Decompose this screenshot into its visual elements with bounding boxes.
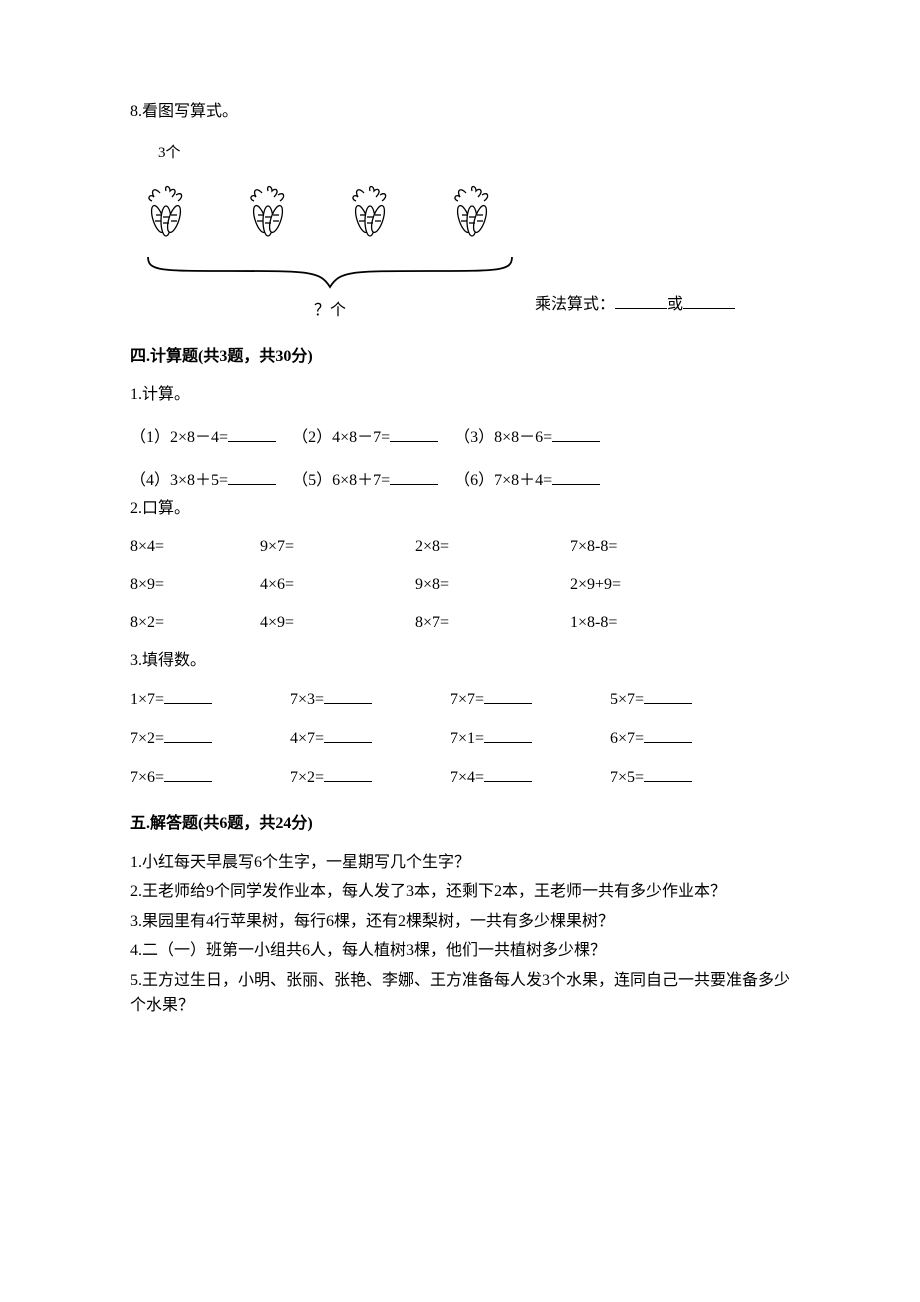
blank xyxy=(484,687,532,704)
fill-item: 7×2= xyxy=(130,730,164,747)
mental-item: 2×8= xyxy=(415,535,570,559)
fill-row: 1×7= 7×3= 7×7= 5×7= xyxy=(130,687,790,712)
mental-item: 2×9+9= xyxy=(570,573,720,597)
calc-row: （1）2×8－4= （2）4×8－7= （3）8×8－6= xyxy=(130,425,790,450)
fill-item: 7×2= xyxy=(290,769,324,786)
blank xyxy=(324,687,372,704)
fill-item: 5×7= xyxy=(610,691,644,708)
mental-row: 8×4= 9×7= 2×8= 7×8-8= xyxy=(130,535,790,559)
fill-row: 7×2= 4×7= 7×1= 6×7= xyxy=(130,726,790,751)
blank xyxy=(644,687,692,704)
calc-item: （2）4×8－7= xyxy=(292,429,390,446)
blank xyxy=(390,425,438,442)
mental-item: 8×9= xyxy=(130,573,260,597)
blank xyxy=(164,687,212,704)
blank xyxy=(683,292,735,309)
carrot-bunch-icon xyxy=(446,185,498,245)
mental-row: 8×9= 4×6= 9×8= 2×9+9= xyxy=(130,573,790,597)
blank xyxy=(615,292,667,309)
blank xyxy=(390,468,438,485)
mental-item: 1×8-8= xyxy=(570,611,720,635)
mental-item: 7×8-8= xyxy=(570,535,720,559)
mental-item: 8×4= xyxy=(130,535,260,559)
fill-item: 6×7= xyxy=(610,730,644,747)
brace-wrap: ？个 xyxy=(140,253,520,323)
blank xyxy=(164,726,212,743)
count-label: 3个 xyxy=(158,142,790,165)
calc-item: （4）3×8＋5= xyxy=(130,472,228,489)
fill-item: 7×3= xyxy=(290,691,324,708)
calc-row: （4）3×8＋5= （5）6×8＋7= （6）7×8＋4= xyxy=(130,468,790,493)
mental-item: 4×6= xyxy=(260,573,415,597)
blank xyxy=(644,765,692,782)
section4-heading: 四.计算题(共3题，共30分) xyxy=(130,345,790,369)
calc-item: （6）7×8＋4= xyxy=(454,472,552,489)
blank xyxy=(228,468,276,485)
brace-icon xyxy=(140,253,520,293)
section5-heading: 五.解答题(共6题，共24分) xyxy=(130,812,790,836)
expression-line: 乘法算式： 或 xyxy=(535,292,735,323)
carrot-row xyxy=(140,185,790,245)
s4q1-title: 1.计算。 xyxy=(130,383,790,407)
calc-item: （3）8×8－6= xyxy=(454,429,552,446)
mental-item: 4×9= xyxy=(260,611,415,635)
mental-row: 8×2= 4×9= 8×7= 1×8-8= xyxy=(130,611,790,635)
blank xyxy=(324,765,372,782)
calc-item: （5）6×8＋7= xyxy=(292,472,390,489)
blank xyxy=(324,726,372,743)
word-problem: 2.王老师给9个同学发作业本，每人发了3本，还剩下2本，王老师一共有多少作业本？ xyxy=(130,879,790,905)
fill-item: 4×7= xyxy=(290,730,324,747)
fill-item: 1×7= xyxy=(130,691,164,708)
blank xyxy=(164,765,212,782)
expr-label: 乘法算式： xyxy=(535,296,615,313)
q8-title: 8.看图写算式。 xyxy=(130,100,790,124)
question-label: ？个 xyxy=(140,299,520,323)
mental-item: 9×7= xyxy=(260,535,415,559)
fill-item: 7×6= xyxy=(130,769,164,786)
fill-item: 7×5= xyxy=(610,769,644,786)
blank xyxy=(484,765,532,782)
blank xyxy=(552,425,600,442)
fill-item: 7×4= xyxy=(450,769,484,786)
carrot-bunch-icon xyxy=(242,185,294,245)
fill-item: 7×7= xyxy=(450,691,484,708)
fill-row: 7×6= 7×2= 7×4= 7×5= xyxy=(130,765,790,790)
s4q3-title: 3.填得数。 xyxy=(130,649,790,673)
blank xyxy=(484,726,532,743)
carrot-bunch-icon xyxy=(140,185,192,245)
carrot-bunch-icon xyxy=(344,185,396,245)
or-label: 或 xyxy=(667,296,683,313)
word-problem: 5.王方过生日，小明、张丽、张艳、李娜、王方准备每人发3个水果，连同自己一共要准… xyxy=(130,968,790,1019)
blank xyxy=(644,726,692,743)
word-problem: 3.果园里有4行苹果树，每行6棵，还有2棵梨树，一共有多少棵果树？ xyxy=(130,909,790,935)
mental-item: 9×8= xyxy=(415,573,570,597)
q8-figure: 3个 xyxy=(130,142,790,323)
s4q2-title: 2.口算。 xyxy=(130,497,790,521)
fill-item: 7×1= xyxy=(450,730,484,747)
mental-item: 8×2= xyxy=(130,611,260,635)
blank xyxy=(228,425,276,442)
blank xyxy=(552,468,600,485)
mental-item: 8×7= xyxy=(415,611,570,635)
word-problem: 1.小红每天早晨写6个生字，一星期写几个生字？ xyxy=(130,850,790,876)
calc-item: （1）2×8－4= xyxy=(130,429,228,446)
word-problem: 4.二（一）班第一小组共6人，每人植树3棵，他们一共植树多少棵？ xyxy=(130,938,790,964)
